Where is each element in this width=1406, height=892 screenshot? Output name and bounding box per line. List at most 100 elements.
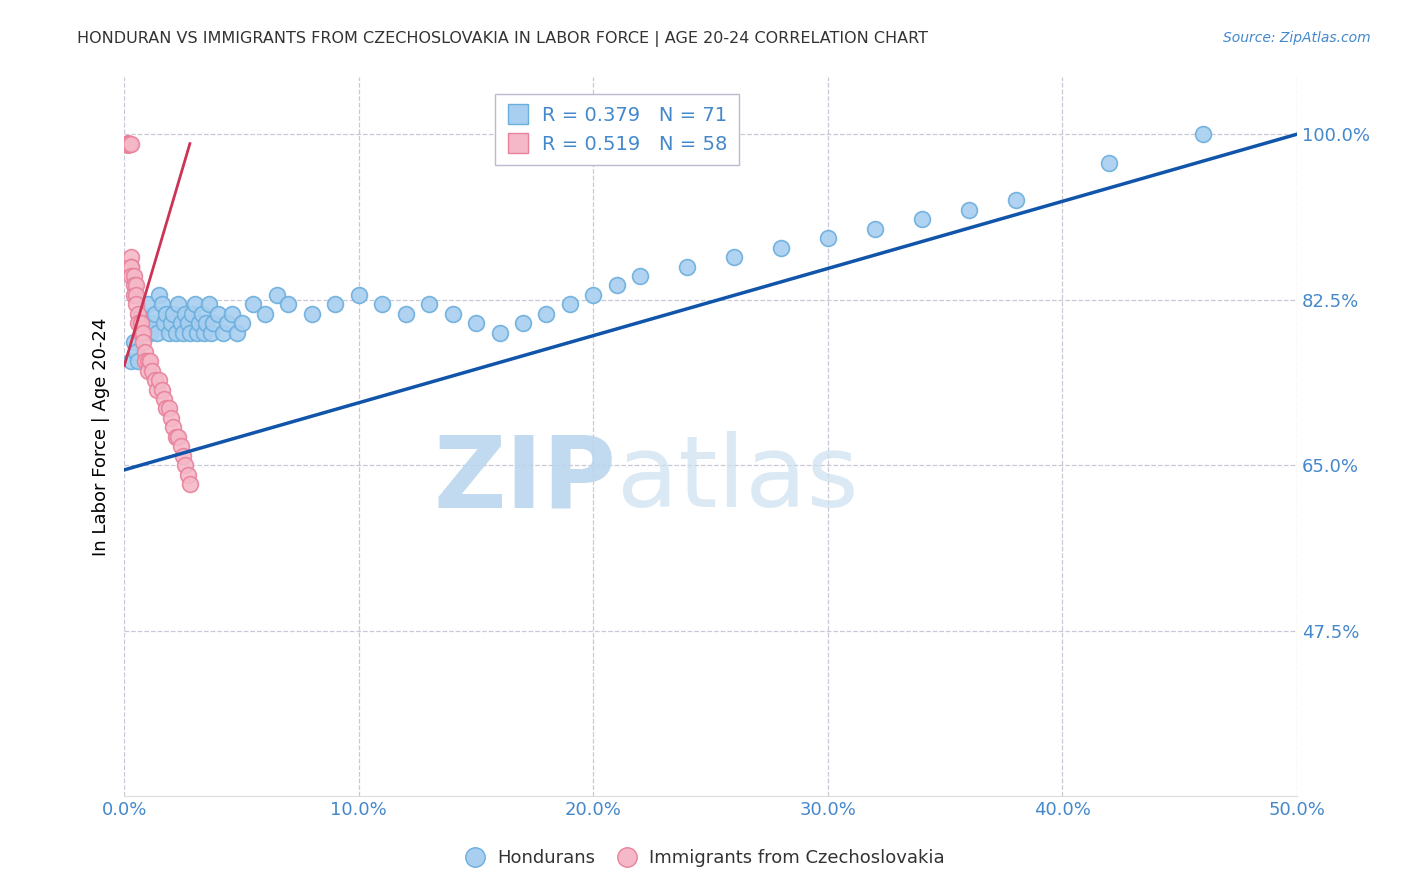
Point (195, 316, 218, 330)
Text: ZIP: ZIP (434, 432, 617, 528)
Text: Source: ZipAtlas.com: Source: ZipAtlas.com (1223, 31, 1371, 45)
Point (134, 316, 156, 330)
Point (207, 307, 229, 321)
Point (174, 307, 197, 321)
Point (120, 354, 142, 368)
Point (115, 136, 138, 151)
Point (911, 212, 934, 227)
Point (465, 316, 488, 330)
Point (148, 288, 170, 302)
Point (136, 363, 159, 377)
Point (136, 297, 159, 311)
Point (863, 221, 886, 235)
Point (225, 326, 247, 340)
Point (118, 136, 141, 151)
Point (167, 430, 190, 444)
Y-axis label: In Labor Force | Age 20-24: In Labor Force | Age 20-24 (93, 318, 110, 556)
Point (217, 316, 239, 330)
Point (143, 373, 166, 387)
Point (134, 344, 156, 359)
Point (186, 326, 208, 340)
Point (160, 410, 183, 425)
Point (723, 250, 745, 264)
Point (120, 260, 142, 274)
Point (125, 297, 148, 311)
Point (395, 307, 418, 321)
Point (132, 326, 155, 340)
Point (231, 316, 253, 330)
Point (176, 467, 198, 482)
Point (157, 326, 180, 340)
Point (179, 326, 201, 340)
Point (127, 354, 149, 368)
Point (153, 316, 176, 330)
Point (1098, 155, 1121, 169)
Point (176, 316, 198, 330)
Point (129, 316, 152, 330)
Point (169, 316, 191, 330)
Point (115, 136, 138, 151)
Point (162, 420, 184, 434)
Point (127, 307, 149, 321)
Point (200, 326, 222, 340)
Point (441, 307, 464, 321)
Point (957, 202, 980, 217)
Point (418, 297, 440, 311)
Point (347, 288, 370, 302)
Point (172, 326, 194, 340)
Point (146, 383, 169, 397)
Point (118, 136, 141, 151)
Point (211, 326, 233, 340)
Point (174, 458, 197, 472)
Point (193, 326, 215, 340)
Point (129, 307, 152, 321)
Point (160, 316, 183, 330)
Point (146, 326, 169, 340)
Point (157, 401, 180, 416)
Point (183, 297, 205, 311)
Point (120, 250, 142, 264)
Point (139, 326, 162, 340)
Point (512, 316, 534, 330)
Point (190, 307, 212, 321)
Legend: Hondurans, Immigrants from Czechoslovakia: Hondurans, Immigrants from Czechoslovaki… (454, 842, 952, 874)
Point (118, 136, 141, 151)
Legend: R = 0.379   N = 71, R = 0.519   N = 58: R = 0.379 N = 71, R = 0.519 N = 58 (495, 95, 738, 165)
Point (122, 268, 145, 283)
Point (558, 297, 581, 311)
Point (134, 354, 156, 368)
Point (150, 297, 173, 311)
Point (153, 392, 176, 406)
Point (122, 335, 145, 350)
Point (118, 136, 141, 151)
Point (676, 260, 699, 274)
Point (122, 278, 145, 293)
Point (162, 307, 184, 321)
Point (120, 268, 142, 283)
Point (115, 136, 138, 151)
Point (120, 136, 142, 151)
Point (141, 363, 163, 377)
Point (301, 307, 323, 321)
Point (125, 344, 148, 359)
Point (118, 136, 141, 151)
Point (536, 307, 558, 321)
Point (115, 136, 138, 151)
Point (179, 477, 201, 491)
Point (202, 316, 225, 330)
Point (115, 136, 138, 151)
Point (181, 307, 204, 321)
Point (118, 136, 141, 151)
Point (323, 297, 346, 311)
Point (136, 354, 159, 368)
Text: atlas: atlas (617, 432, 859, 528)
Text: HONDURAN VS IMMIGRANTS FROM CZECHOSLOVAKIA IN LABOR FORCE | AGE 20-24 CORRELATIO: HONDURAN VS IMMIGRANTS FROM CZECHOSLOVAK… (77, 31, 928, 47)
Point (277, 297, 299, 311)
Point (253, 307, 276, 321)
Point (115, 136, 138, 151)
Point (1004, 194, 1026, 208)
Point (165, 326, 187, 340)
Point (188, 316, 211, 330)
Point (155, 307, 177, 321)
Point (127, 316, 149, 330)
